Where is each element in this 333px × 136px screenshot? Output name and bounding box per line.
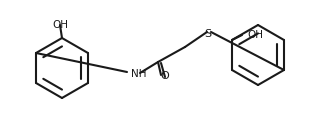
Text: NH: NH	[131, 69, 147, 79]
Text: OH: OH	[52, 20, 68, 30]
Text: O: O	[161, 71, 169, 81]
Text: OH: OH	[247, 30, 263, 40]
Text: S: S	[204, 29, 211, 39]
